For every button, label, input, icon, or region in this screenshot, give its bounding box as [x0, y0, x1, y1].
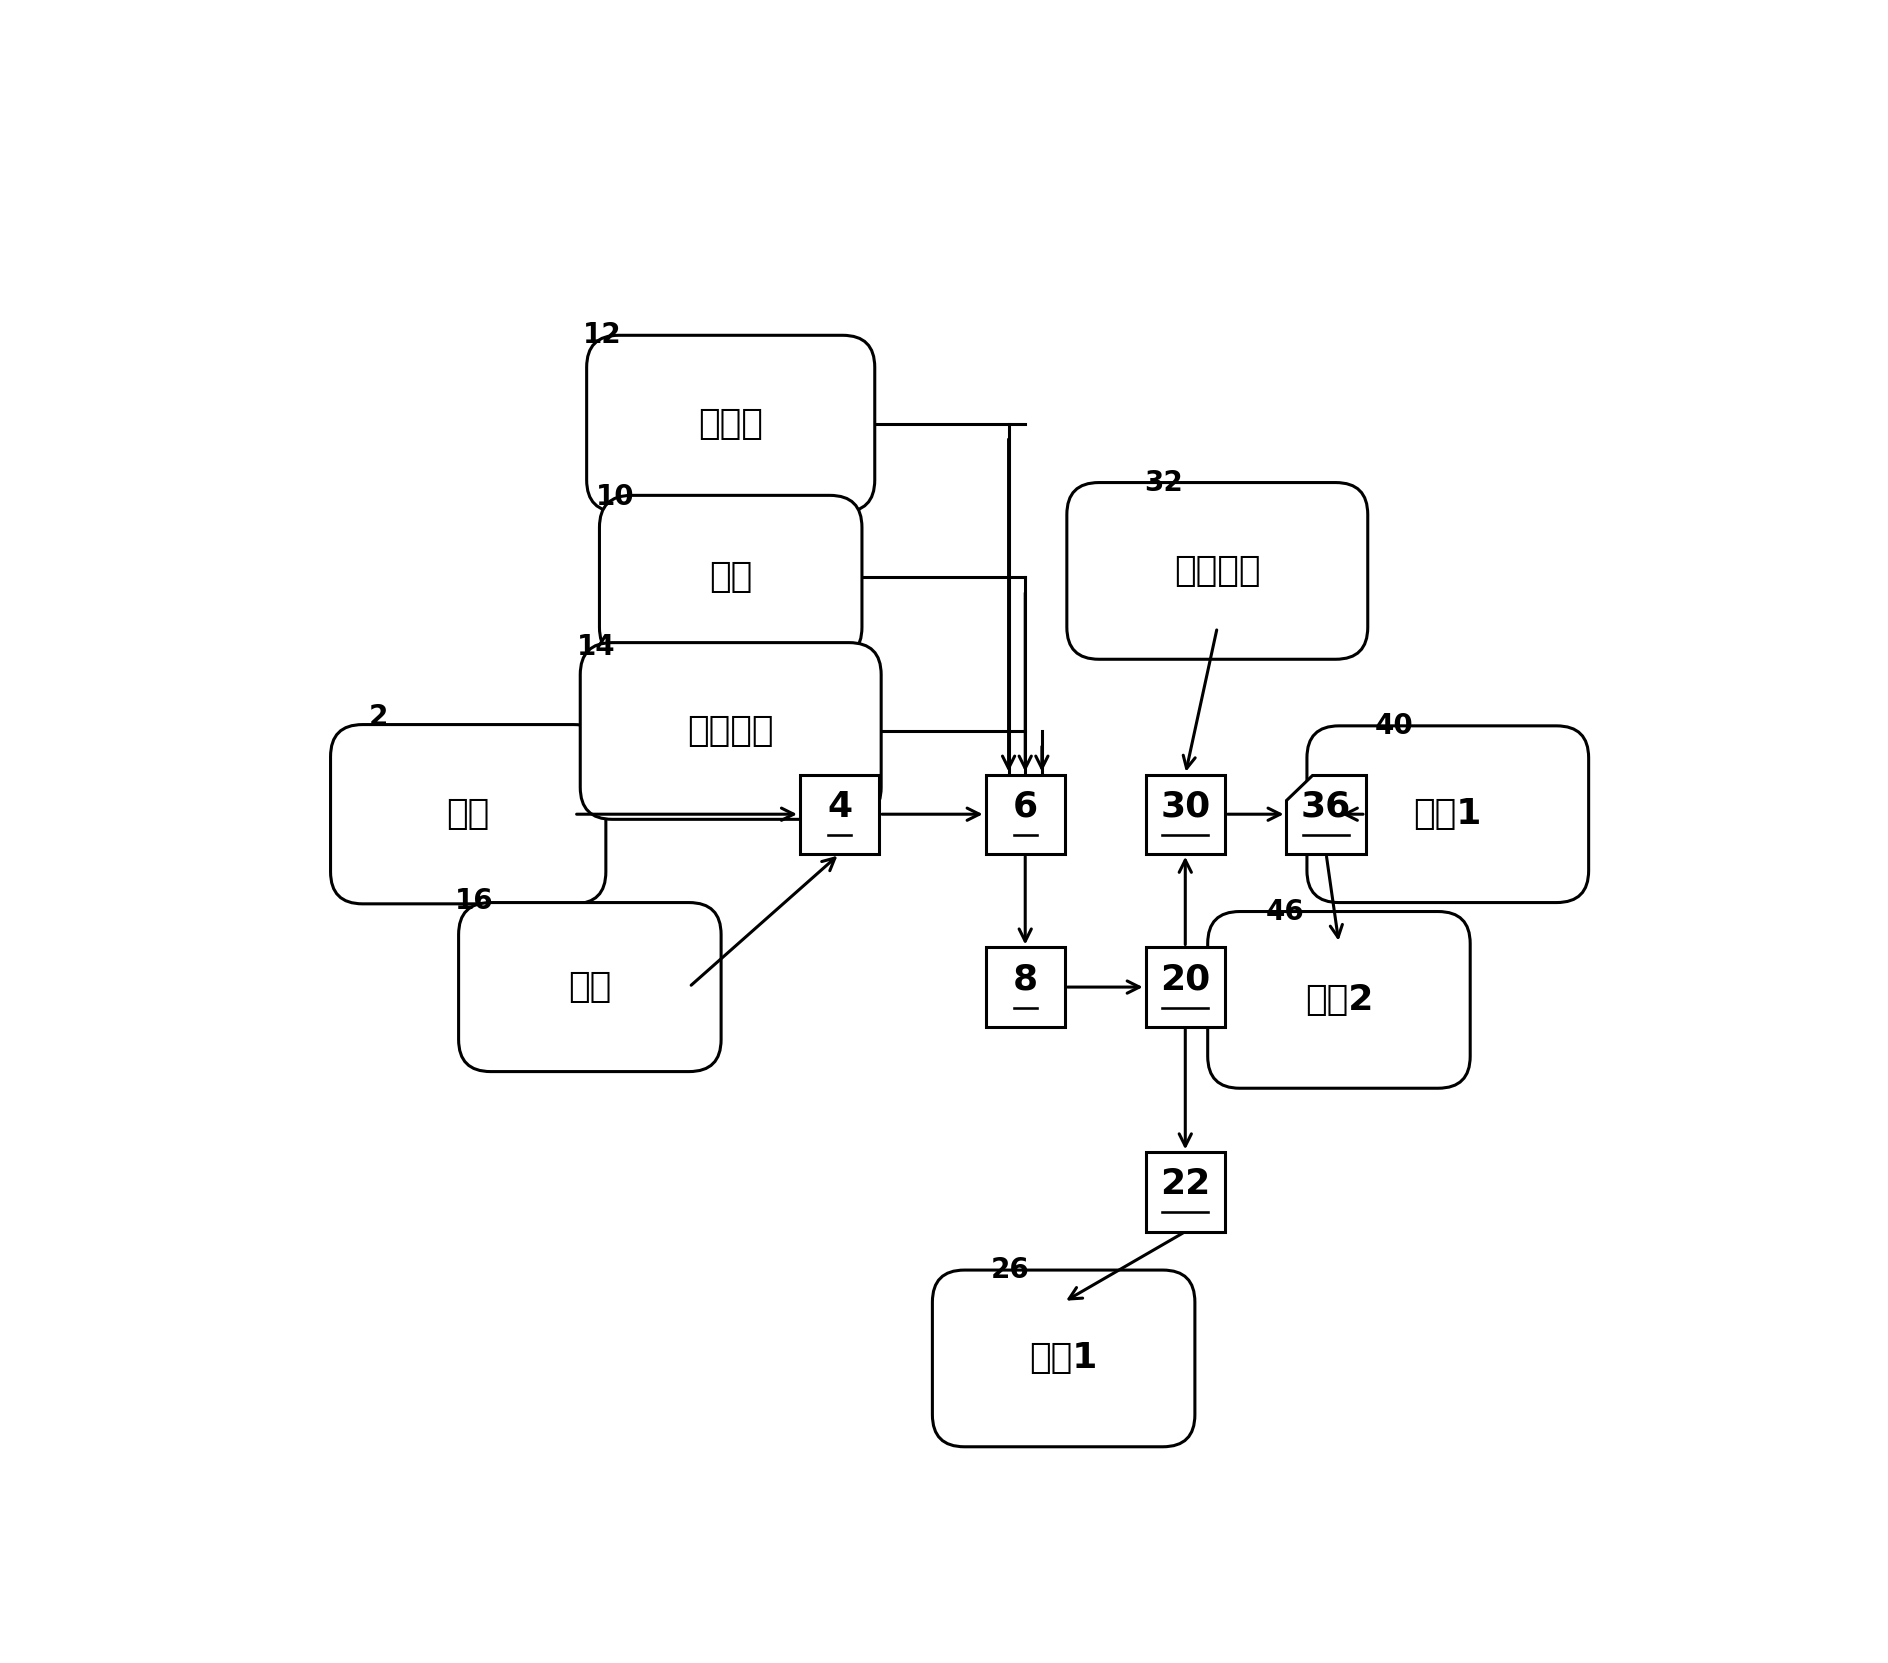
Text: 16: 16 — [455, 888, 495, 915]
FancyBboxPatch shape — [1067, 482, 1367, 659]
Text: 32: 32 — [1144, 469, 1184, 497]
FancyBboxPatch shape — [1208, 911, 1471, 1088]
Text: 产品2: 产品2 — [1305, 983, 1373, 1016]
Polygon shape — [1286, 775, 1365, 853]
Text: 8: 8 — [1012, 963, 1038, 996]
Text: 20: 20 — [1159, 963, 1210, 996]
Text: 36: 36 — [1301, 790, 1352, 823]
Text: 22: 22 — [1159, 1167, 1210, 1201]
Text: 原料: 原料 — [447, 797, 489, 832]
Text: 30: 30 — [1159, 790, 1210, 823]
Text: 2: 2 — [368, 703, 389, 732]
Bar — [801, 775, 880, 853]
Text: 产品1: 产品1 — [1029, 1342, 1097, 1375]
FancyBboxPatch shape — [1306, 725, 1588, 903]
Text: 14: 14 — [578, 632, 615, 660]
FancyBboxPatch shape — [459, 903, 721, 1071]
Text: 40: 40 — [1374, 712, 1414, 740]
Bar — [986, 775, 1065, 853]
Bar — [1146, 948, 1225, 1026]
FancyBboxPatch shape — [933, 1271, 1195, 1447]
Bar — [1146, 775, 1225, 853]
FancyBboxPatch shape — [330, 725, 606, 905]
Text: 10: 10 — [597, 482, 634, 511]
Text: 氧化剂: 氧化剂 — [699, 407, 763, 441]
Text: 26: 26 — [991, 1256, 1029, 1284]
Text: 6: 6 — [1012, 790, 1038, 823]
Text: 蒸气1: 蒸气1 — [1414, 797, 1482, 832]
FancyBboxPatch shape — [580, 642, 882, 820]
Text: 燃料: 燃料 — [710, 560, 751, 594]
Text: 气体: 气体 — [568, 970, 612, 1004]
Text: 46: 46 — [1265, 898, 1305, 926]
Text: 12: 12 — [583, 321, 621, 349]
Text: 4: 4 — [827, 790, 851, 823]
FancyBboxPatch shape — [600, 496, 863, 659]
Bar — [986, 948, 1065, 1026]
Text: 急冷流体: 急冷流体 — [1174, 554, 1261, 589]
FancyBboxPatch shape — [587, 336, 874, 512]
Text: 急冷流体: 急冷流体 — [687, 713, 774, 748]
Bar — [1146, 1152, 1225, 1232]
